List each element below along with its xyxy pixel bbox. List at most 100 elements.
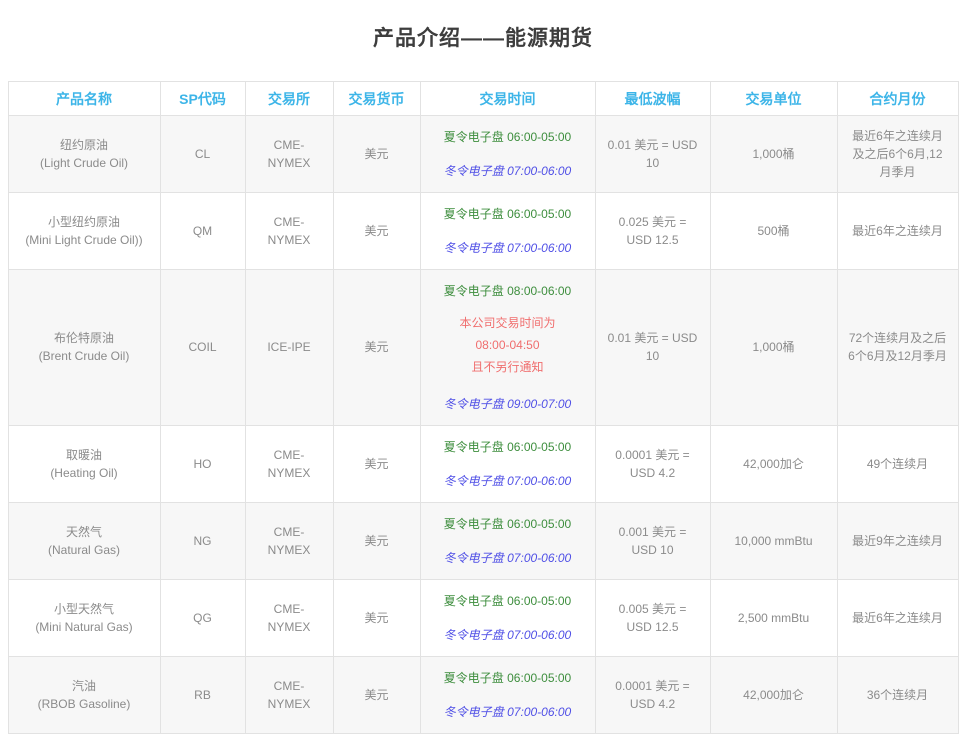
contract-months-cell: 49个连续月 [836, 424, 959, 503]
contract-months-cell: 最近6年之连续月 [836, 578, 959, 657]
currency-cell: 美元 [332, 655, 421, 734]
product-name-zh: 天然气 [65, 524, 102, 539]
summer-session-text: 夏令电子盘 06:00-05:00 [443, 593, 572, 608]
column-header-sp-code: SP代码 [159, 81, 246, 116]
trading-time-cell: 夏令电子盘 06:00-05:00 冬令电子盘 07:00-06:00 [419, 192, 596, 270]
column-header-trading-unit: 交易单位 [709, 81, 838, 116]
winter-session-text: 冬令电子盘 07:00-06:00 [443, 550, 572, 565]
winter-session-text: 冬令电子盘 07:00-06:00 [443, 704, 572, 719]
currency-cell: 美元 [332, 578, 421, 657]
product-name-cell: 取暖油 (Heating Oil) [7, 424, 161, 503]
summer-session-text: 夏令电子盘 08:00-06:00 [443, 284, 572, 298]
trading-time-cell: 夏令电子盘 06:00-05:00 冬令电子盘 07:00-06:00 [419, 501, 596, 580]
product-name-zh: 小型纽约原油 [47, 215, 120, 229]
page-title: 产品介绍——能源期货 [373, 27, 593, 50]
winter-session-text: 冬令电子盘 07:00-06:00 [443, 164, 572, 178]
product-name-en: (Natural Gas) [47, 542, 121, 557]
sp-code-cell: COIL [159, 269, 246, 426]
table-row: 天然气 (Natural Gas) NG CME- NYMEX 美元 夏令电子盘… [7, 501, 959, 580]
sp-code-cell: QG [159, 578, 246, 657]
product-name-cell: 纽约原油 (Light Crude Oil) [7, 115, 161, 193]
min-fluctuation-cell: 0.0001 美元 = USD 4.2 [594, 424, 711, 503]
currency-cell: 美元 [332, 424, 421, 503]
trading-time-cell: 夏令电子盘 06:00-05:00 冬令电子盘 07:00-06:00 [419, 115, 596, 193]
summer-session-text: 夏令电子盘 06:00-05:00 [443, 516, 572, 531]
notice-line: 本公司交易时间为 [459, 316, 556, 330]
trading-unit-cell: 10,000 mmBtu [709, 501, 838, 580]
product-name-en: (Mini Natural Gas) [35, 619, 133, 634]
trading-time-cell: 夏令电子盘 06:00-05:00 冬令电子盘 07:00-06:00 [419, 578, 596, 657]
product-name-en: (Light Crude Oil) [39, 156, 129, 170]
contract-months-cell: 最近6年之连续月及之后6个6月,12月季月 [836, 115, 959, 193]
product-name-cell: 汽油 (RBOB Gasoline) [7, 655, 161, 734]
product-name-zh: 汽油 [71, 678, 96, 693]
column-header-min-fluctuation: 最低波幅 [594, 81, 711, 116]
currency-cell: 美元 [332, 192, 421, 270]
company-trading-notice: 本公司交易时间为 08:00-04:50 且不另行通知 [425, 312, 591, 379]
energy-futures-table: 产品名称 SP代码 交易所 交易货币 交易时间 最低波幅 交易单位 合约月份 纽… [7, 81, 959, 734]
column-header-exchange: 交易所 [244, 81, 334, 116]
column-header-product-name: 产品名称 [7, 81, 161, 116]
summer-session-text: 夏令电子盘 06:00-05:00 [443, 670, 572, 685]
winter-session-text: 冬令电子盘 07:00-06:00 [443, 627, 572, 642]
sp-code-cell: NG [159, 501, 246, 580]
notice-line: 且不另行通知 [471, 360, 544, 375]
sp-code-cell: HO [159, 424, 246, 503]
sp-code-cell: CL [159, 115, 246, 193]
table-row: 小型天然气 (Mini Natural Gas) QG CME- NYMEX 美… [7, 578, 959, 657]
winter-session-text: 冬令电子盘 07:00-06:00 [443, 473, 572, 488]
contract-months-cell: 最近6年之连续月 [836, 192, 959, 270]
trading-time-cell: 夏令电子盘 06:00-05:00 冬令电子盘 07:00-06:00 [419, 655, 596, 734]
product-name-cell: 小型纽约原油 (Mini Light Crude Oil)) [7, 192, 161, 270]
product-name-en: (Brent Crude Oil) [38, 349, 130, 364]
exchange-cell: CME- NYMEX [244, 578, 334, 657]
winter-session-text: 冬令电子盘 07:00-06:00 [443, 241, 572, 255]
currency-cell: 美元 [332, 501, 421, 580]
exchange-cell: CME- NYMEX [244, 192, 334, 270]
trading-time-cell: 夏令电子盘 08:00-06:00 本公司交易时间为 08:00-04:50 且… [419, 269, 596, 426]
product-name-zh: 取暖油 [65, 447, 102, 462]
min-fluctuation-cell: 0.01 美元 = USD 10 [594, 115, 711, 193]
table-row: 纽约原油 (Light Crude Oil) CL CME- NYMEX 美元 … [7, 115, 959, 193]
min-fluctuation-cell: 0.025 美元 = USD 12.5 [594, 192, 711, 270]
product-name-cell: 布伦特原油 (Brent Crude Oil) [7, 269, 161, 426]
currency-cell: 美元 [332, 269, 421, 426]
contract-months-cell: 72个连续月及之后6个6月及12月季月 [836, 269, 959, 426]
exchange-cell: CME- NYMEX [244, 655, 334, 734]
contract-months-cell: 36个连续月 [836, 655, 959, 734]
sp-code-cell: RB [159, 655, 246, 734]
product-name-en: (Mini Light Crude Oil)) [25, 233, 143, 247]
table-row: 汽油 (RBOB Gasoline) RB CME- NYMEX 美元 夏令电子… [7, 655, 959, 734]
table-row: 布伦特原油 (Brent Crude Oil) COIL ICE-IPE 美元 … [7, 269, 959, 426]
notice-line: 08:00-04:50 [475, 338, 540, 353]
trading-time-cell: 夏令电子盘 06:00-05:00 冬令电子盘 07:00-06:00 [419, 424, 596, 503]
exchange-cell: ICE-IPE [244, 269, 334, 426]
trading-unit-cell: 42,000加仑 [709, 655, 838, 734]
min-fluctuation-cell: 0.0001 美元 = USD 4.2 [594, 655, 711, 734]
table-row: 取暖油 (Heating Oil) HO CME- NYMEX 美元 夏令电子盘… [7, 424, 959, 503]
table-header-row: 产品名称 SP代码 交易所 交易货币 交易时间 最低波幅 交易单位 合约月份 [7, 81, 959, 116]
min-fluctuation-cell: 0.01 美元 = USD 10 [594, 269, 711, 426]
contract-months-cell: 最近9年之连续月 [836, 501, 959, 580]
trading-unit-cell: 42,000加仑 [709, 424, 838, 503]
summer-session-text: 夏令电子盘 06:00-05:00 [443, 130, 572, 144]
summer-session-text: 夏令电子盘 06:00-05:00 [443, 207, 572, 221]
product-name-en: (Heating Oil) [50, 465, 118, 480]
product-name-cell: 天然气 (Natural Gas) [7, 501, 161, 580]
product-name-cell: 小型天然气 (Mini Natural Gas) [7, 578, 161, 657]
exchange-cell: CME- NYMEX [244, 115, 334, 193]
currency-cell: 美元 [332, 115, 421, 193]
product-name-zh: 纽约原油 [59, 138, 108, 152]
column-header-currency: 交易货币 [332, 81, 421, 116]
column-header-contract-months: 合约月份 [836, 81, 959, 116]
column-header-trading-time: 交易时间 [419, 81, 596, 116]
trading-unit-cell: 500桶 [709, 192, 838, 270]
table-row: 小型纽约原油 (Mini Light Crude Oil)) QM CME- N… [7, 192, 959, 270]
min-fluctuation-cell: 0.005 美元 = USD 12.5 [594, 578, 711, 657]
exchange-cell: CME- NYMEX [244, 424, 334, 503]
product-name-en: (RBOB Gasoline) [37, 696, 131, 711]
product-name-zh: 小型天然气 [53, 601, 114, 616]
winter-session-text: 冬令电子盘 09:00-07:00 [443, 396, 572, 411]
min-fluctuation-cell: 0.001 美元 = USD 10 [594, 501, 711, 580]
summer-session-text: 夏令电子盘 06:00-05:00 [443, 439, 572, 454]
